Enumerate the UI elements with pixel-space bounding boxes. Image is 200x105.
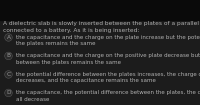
Text: the potential difference between the plates increases, the charge on the positiv: the potential difference between the pla…: [16, 72, 200, 83]
Text: A: A: [6, 35, 10, 40]
Text: A dielectric slab is slowly inserted between the plates of a parallel plate capa: A dielectric slab is slowly inserted bet…: [3, 21, 200, 33]
Text: C: C: [6, 72, 11, 77]
Text: the capacitance and the charge on the positive plate decrease but the potential : the capacitance and the charge on the po…: [16, 53, 200, 65]
Text: D: D: [6, 90, 11, 95]
Text: the capacitance and the charge on the plate increase but the potential differenc: the capacitance and the charge on the pl…: [16, 35, 200, 46]
Text: the capacitance, the potential difference between the plates, the charge on the : the capacitance, the potential differenc…: [16, 90, 200, 102]
Circle shape: [5, 52, 12, 60]
Circle shape: [5, 34, 12, 41]
Circle shape: [5, 71, 12, 78]
Text: B: B: [6, 53, 10, 58]
Circle shape: [5, 89, 12, 97]
Bar: [0, 0, 200, 20]
